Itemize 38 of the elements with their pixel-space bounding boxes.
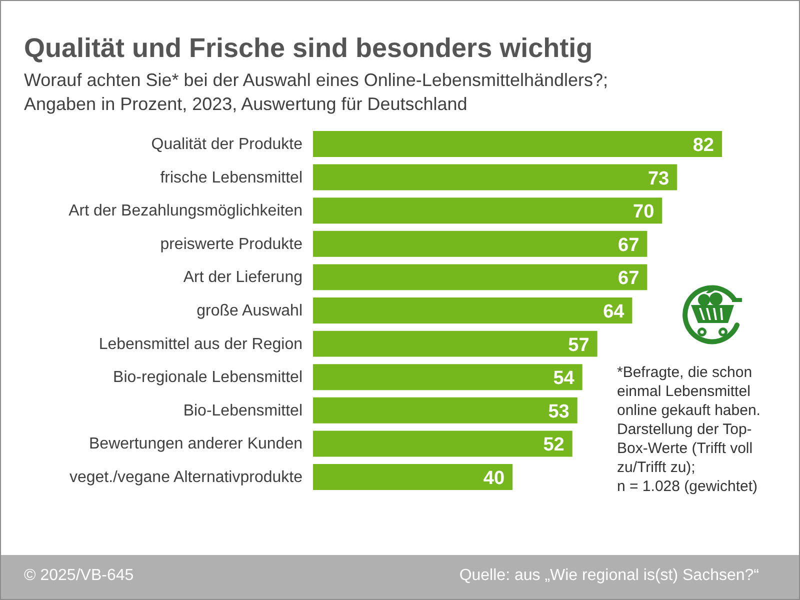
y-tick-label: Art der Bezahlungsmöglichkeiten bbox=[68, 202, 302, 220]
bar bbox=[313, 397, 578, 424]
y-tick-label: Bewertungen anderer Kunden bbox=[89, 436, 302, 453]
data-label: 53 bbox=[548, 401, 570, 422]
y-tick-label: frische Lebensmittel bbox=[160, 169, 302, 186]
bar bbox=[313, 330, 598, 357]
bar bbox=[313, 464, 513, 490]
data-label: 64 bbox=[603, 302, 625, 322]
y-tick-label: Lebensmittel aus der Region bbox=[98, 336, 302, 353]
annotation: *Befragte, die schon einmal Lebensmittel online gekauft haben. Darstellung der Top-Box-Werte (Trifft voll zu/Trifft zu); n = 1.028 (gewichtet) bbox=[617, 363, 762, 496]
bar bbox=[313, 131, 722, 157]
data-label: 52 bbox=[543, 434, 564, 456]
text: © 2025/VB-645 bbox=[24, 567, 134, 585]
y-tick-label: Bio-regionale Lebensmittel bbox=[113, 369, 302, 386]
chart-title: Qualität und Frische sind besonders wichtig bbox=[24, 33, 593, 63]
y-tick-label: Art der Lieferung bbox=[183, 269, 302, 286]
chart-subtitle: Worauf achten Sie* bei der Auswahl eines Online-Lebensmittelhändlers?; Angaben in Prozent, 2023, Auswertung für Deutschland bbox=[24, 70, 608, 114]
data-label: 67 bbox=[618, 268, 640, 290]
data-label: 54 bbox=[553, 368, 575, 390]
data-label: 70 bbox=[633, 202, 654, 223]
bar bbox=[313, 198, 662, 224]
data-label: 82 bbox=[692, 134, 714, 156]
bar bbox=[313, 364, 582, 390]
y-tick-label: Bio-Lebensmittel bbox=[183, 402, 302, 420]
data-label: 67 bbox=[618, 234, 640, 256]
bar bbox=[313, 298, 632, 324]
bar bbox=[313, 164, 678, 190]
y-tick-label: preiswerte Produkte bbox=[160, 236, 303, 253]
bar bbox=[313, 230, 648, 257]
bar bbox=[313, 264, 648, 290]
bar bbox=[313, 430, 572, 457]
y-tick-label: Qualität der Produkte bbox=[151, 136, 303, 153]
data-label: 40 bbox=[483, 468, 505, 490]
y-tick-label: große Auswahl bbox=[196, 302, 302, 320]
y-tick-label: veget./vegane Alternativprodukte bbox=[69, 469, 303, 486]
data-label: 73 bbox=[648, 168, 670, 190]
data-label: 57 bbox=[568, 334, 590, 356]
source-note: Quelle: aus „Wie regional is(st) Sachsen?“ bbox=[459, 567, 759, 585]
